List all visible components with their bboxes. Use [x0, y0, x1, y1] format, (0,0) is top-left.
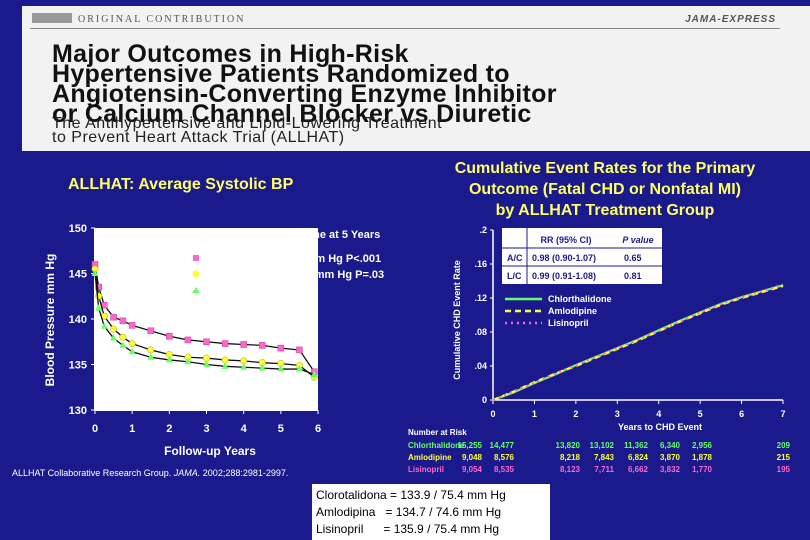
- legend-amlodipine-note: +0.8 mm Hg P=.03: [290, 269, 384, 281]
- x-axis-label: Follow-up Years: [164, 444, 256, 458]
- y-tick-label: 130: [69, 405, 87, 417]
- section-label: ORIGINAL CONTRIBUTION: [78, 14, 246, 25]
- data-point-chlorthalidone: [165, 355, 173, 363]
- y-tick-label: 145: [69, 269, 87, 281]
- data-point-chlorthalidone: [119, 341, 127, 348]
- legend-amlodipine: Amlodipine: [203, 269, 263, 281]
- legend-marker-lisinopril: [193, 255, 199, 261]
- data-point-lisinopril: [147, 327, 154, 335]
- data-point-chlorthalidone: [128, 347, 136, 355]
- divider: [30, 28, 780, 29]
- data-point-lisinopril: [296, 346, 303, 354]
- data-point-lisinopril: [221, 340, 229, 347]
- x-tick-label: 2: [166, 423, 172, 435]
- citation-ref: 2002;288:2981-2997.: [202, 468, 289, 478]
- data-point-chlorthalidone: [91, 269, 99, 276]
- y-axis-label: Blood Pressure mm Hg: [43, 254, 57, 387]
- data-point-amlodipine: [240, 357, 248, 365]
- summary-line: Amlodipina = 134.7 / 74.6 mm Hg: [316, 505, 502, 519]
- data-point-lisinopril: [166, 333, 173, 340]
- summary-line: Lisinopril = 135.9 / 75.4 mm Hg: [316, 522, 500, 536]
- data-point-chlorthalidone: [147, 353, 155, 360]
- legend-marker-amlodipine: [192, 270, 200, 278]
- summary-line: Clorotalidona = 133.9 / 75.4 mm Hg: [316, 488, 506, 502]
- series-line-amlodipine: [94, 268, 315, 378]
- data-point-lisinopril: [184, 336, 192, 344]
- data-point-chlorthalidone: [203, 360, 210, 367]
- legend-lisinopril-note: +2 mm Hg P<.001: [290, 253, 381, 265]
- data-point-chlorthalidone: [100, 322, 108, 329]
- title-line: Angiotensin-Converting Enzyme Inhibitor: [52, 80, 557, 108]
- legend-title: BP Δ vs Chlorthalidone at 5 Years: [204, 229, 380, 241]
- title-line: Outcome (Fatal CHD or Nonfatal MI): [468, 181, 741, 198]
- data-point-chlorthalidone: [277, 365, 285, 372]
- data-point-lisinopril: [277, 344, 285, 352]
- article-banner: ORIGINAL CONTRIBUTION JAMA-EXPRESS Major…: [22, 6, 810, 151]
- legend-marker-chlorthalidone: [192, 287, 200, 293]
- data-point-amlodipine: [147, 346, 155, 354]
- title-line: by ALLHAT Treatment Group: [495, 202, 715, 219]
- data-point-lisinopril: [95, 283, 102, 291]
- citation-authors: ALLHAT Collaborative Research Group.: [12, 468, 172, 478]
- series-line-lisinopril: [94, 264, 315, 373]
- data-point-amlodipine: [221, 356, 229, 364]
- data-point-amlodipine: [110, 325, 118, 333]
- data-point-lisinopril: [203, 338, 210, 345]
- y-tick-label: 140: [69, 314, 87, 326]
- data-point-chlorthalidone: [221, 362, 229, 369]
- citation: ALLHAT Collaborative Research Group. JAM…: [12, 468, 288, 478]
- x-tick-label: 3: [203, 423, 209, 435]
- event-chart-title: Cumulative Event Rates for the Primary O…: [420, 158, 790, 221]
- title-line: Major Outcomes in High-Risk: [52, 40, 409, 68]
- y-tick-label: 150: [69, 223, 87, 235]
- x-tick-label: 6: [315, 423, 321, 435]
- article-subtitle: The Antihypertensive and Lipid-Lowering …: [52, 115, 443, 146]
- article-title: Major Outcomes in High-Risk Hypertensive…: [52, 40, 557, 128]
- x-tick-label: 4: [241, 423, 248, 435]
- legend-chlorthalidone: Chlorthalidone: [203, 285, 281, 297]
- bp-legend: BP Δ vs Chlorthalidone at 5 Years Lisino…: [192, 229, 384, 297]
- data-point-chlorthalidone: [295, 365, 303, 372]
- data-point-chlorthalidone: [240, 363, 248, 370]
- data-point-amlodipine: [203, 354, 210, 362]
- data-point-lisinopril: [128, 322, 136, 329]
- data-point-lisinopril: [110, 313, 117, 321]
- subtitle-line: The Antihypertensive and Lipid-Lowering …: [52, 115, 443, 132]
- data-point-chlorthalidone: [110, 334, 118, 341]
- title-line: Cumulative Event Rates for the Primary: [454, 160, 756, 177]
- title-line: Hypertensive Patients Randomized to: [52, 60, 510, 88]
- plot-area: [95, 228, 318, 410]
- data-point-lisinopril: [119, 317, 127, 325]
- data-point-lisinopril: [240, 341, 247, 348]
- bp-chart-title: ALLHAT: Average Systolic BP: [68, 176, 294, 193]
- data-point-amlodipine: [95, 292, 103, 300]
- data-point-chlorthalidone: [310, 370, 318, 378]
- data-point-amlodipine: [119, 333, 127, 341]
- series-line-chlorthalidone: [94, 273, 315, 376]
- data-point-amlodipine: [128, 340, 136, 348]
- data-point-chlorthalidone: [258, 364, 266, 371]
- summary-box: Clorotalidona = 133.9 / 75.4 mm Hg Amlod…: [312, 484, 550, 540]
- data-point-lisinopril: [259, 342, 266, 349]
- legend-lisinopril: Lisinopril: [203, 253, 253, 265]
- y-tick-label: 135: [69, 360, 87, 372]
- journal-label: JAMA-EXPRESS: [685, 14, 776, 25]
- x-tick-label: 1: [129, 423, 135, 435]
- data-point-chlorthalidone: [184, 357, 192, 365]
- title-line: or Calcium Channel Blocker vs Diuretic: [52, 100, 532, 128]
- section-bar: [32, 13, 72, 23]
- x-tick-label: 5: [278, 423, 284, 435]
- citation-journal: JAMA.: [173, 468, 201, 478]
- x-tick-label: 0: [92, 423, 98, 435]
- data-point-chlorthalidone: [95, 304, 103, 311]
- subtitle-line: to Prevent Heart Attack Trial (ALLHAT): [52, 129, 345, 146]
